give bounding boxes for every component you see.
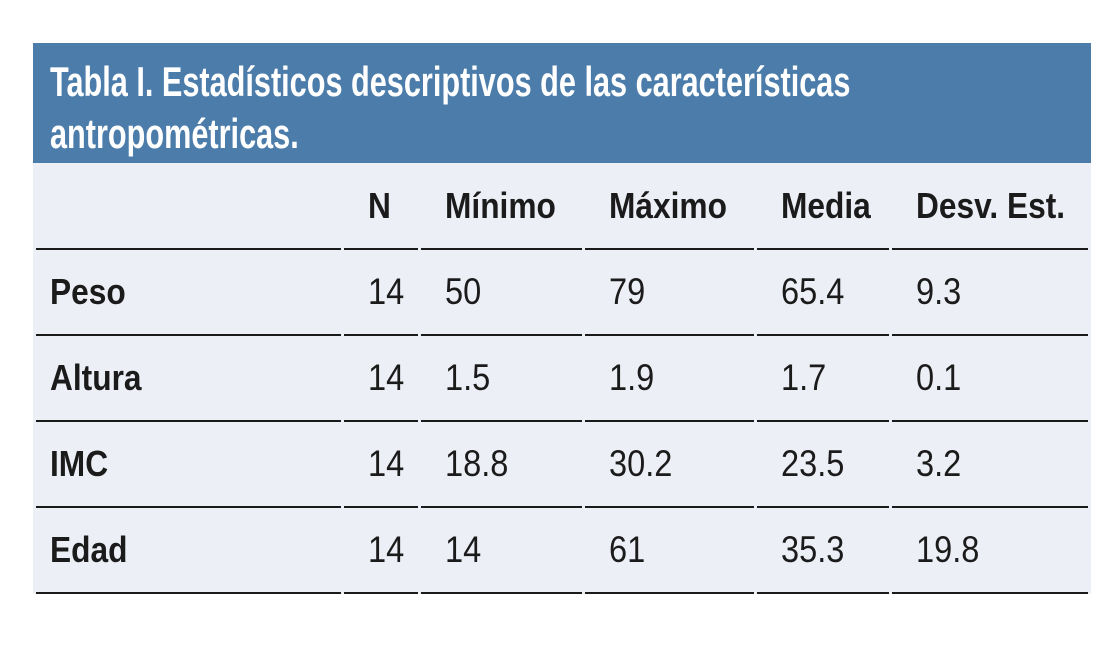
column-header-row: N Mínimo Máximo Media Desv. Est. bbox=[36, 163, 1088, 250]
cell-peso-media: 65.4 bbox=[757, 250, 889, 336]
cell-value: 3.2 bbox=[916, 443, 962, 484]
cell-value: 1.9 bbox=[609, 357, 655, 398]
column-header-label: Máximo bbox=[609, 184, 727, 226]
table-title: Tabla I. Estadísticos descriptivos de la… bbox=[50, 58, 851, 157]
cell-imc-minimo: 18.8 bbox=[421, 422, 582, 508]
column-header-media: Media bbox=[757, 163, 889, 250]
column-header-label: Mínimo bbox=[445, 184, 556, 226]
cell-value: 14 bbox=[368, 357, 405, 398]
cell-value: 35.3 bbox=[781, 529, 845, 570]
table-corner-cell bbox=[36, 163, 341, 250]
table-row-altura: Altura 14 1.5 1.9 1.7 0.1 bbox=[36, 336, 1088, 422]
column-header-label: Media bbox=[781, 184, 871, 226]
row-label-peso: Peso bbox=[36, 250, 341, 336]
cell-value: 1.5 bbox=[445, 357, 491, 398]
table-row-peso: Peso 14 50 79 65.4 9.3 bbox=[36, 250, 1088, 336]
column-header-desv-est: Desv. Est. bbox=[892, 163, 1088, 250]
cell-value: 0.1 bbox=[916, 357, 962, 398]
table-row-edad: Edad 14 14 61 35.3 19.8 bbox=[36, 508, 1088, 594]
column-header-maximo: Máximo bbox=[585, 163, 754, 250]
cell-altura-media: 1.7 bbox=[757, 336, 889, 422]
row-label-imc: IMC bbox=[36, 422, 341, 508]
cell-peso-n: 14 bbox=[344, 250, 418, 336]
cell-value: 19.8 bbox=[916, 529, 980, 570]
table-row-imc: IMC 14 18.8 30.2 23.5 3.2 bbox=[36, 422, 1088, 508]
cell-peso-maximo: 79 bbox=[585, 250, 754, 336]
cell-altura-desv-est: 0.1 bbox=[892, 336, 1088, 422]
cell-imc-media: 23.5 bbox=[757, 422, 889, 508]
cell-edad-media: 35.3 bbox=[757, 508, 889, 594]
stats-table-container: Tabla I. Estadísticos descriptivos de la… bbox=[33, 43, 1091, 594]
cell-altura-minimo: 1.5 bbox=[421, 336, 582, 422]
cell-imc-desv-est: 3.2 bbox=[892, 422, 1088, 508]
row-label-altura: Altura bbox=[36, 336, 341, 422]
cell-edad-n: 14 bbox=[344, 508, 418, 594]
row-label-text: IMC bbox=[50, 443, 109, 484]
cell-value: 65.4 bbox=[781, 271, 845, 312]
cell-value: 14 bbox=[445, 529, 482, 570]
row-label-text: Peso bbox=[50, 271, 126, 312]
row-label-text: Altura bbox=[50, 357, 142, 398]
column-header-label: Desv. Est. bbox=[916, 184, 1066, 226]
stats-table: N Mínimo Máximo Media Desv. Est. Peso 14… bbox=[33, 163, 1091, 594]
cell-value: 23.5 bbox=[781, 443, 845, 484]
cell-value: 9.3 bbox=[916, 271, 962, 312]
cell-value: 1.7 bbox=[781, 357, 827, 398]
cell-altura-maximo: 1.9 bbox=[585, 336, 754, 422]
cell-value: 79 bbox=[609, 271, 646, 312]
cell-imc-maximo: 30.2 bbox=[585, 422, 754, 508]
cell-value: 61 bbox=[609, 529, 646, 570]
row-label-text: Edad bbox=[50, 529, 128, 570]
cell-edad-desv-est: 19.8 bbox=[892, 508, 1088, 594]
cell-peso-minimo: 50 bbox=[421, 250, 582, 336]
cell-edad-maximo: 61 bbox=[585, 508, 754, 594]
row-label-edad: Edad bbox=[36, 508, 341, 594]
cell-value: 18.8 bbox=[445, 443, 509, 484]
column-header-minimo: Mínimo bbox=[421, 163, 582, 250]
cell-value: 50 bbox=[445, 271, 482, 312]
cell-edad-minimo: 14 bbox=[421, 508, 582, 594]
cell-altura-n: 14 bbox=[344, 336, 418, 422]
cell-imc-n: 14 bbox=[344, 422, 418, 508]
table-title-bar: Tabla I. Estadísticos descriptivos de la… bbox=[33, 43, 1091, 163]
cell-value: 14 bbox=[368, 529, 405, 570]
cell-peso-desv-est: 9.3 bbox=[892, 250, 1088, 336]
cell-value: 14 bbox=[368, 271, 405, 312]
column-header-label: N bbox=[368, 184, 391, 226]
column-header-n: N bbox=[344, 163, 418, 250]
cell-value: 30.2 bbox=[609, 443, 673, 484]
cell-value: 14 bbox=[368, 443, 405, 484]
